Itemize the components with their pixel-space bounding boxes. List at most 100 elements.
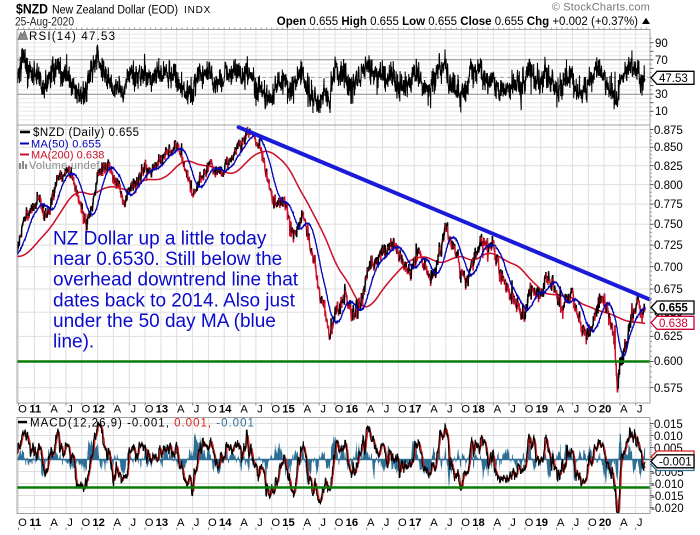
svg-text:J: J <box>131 404 137 416</box>
svg-text:J: J <box>447 404 453 416</box>
svg-text:A: A <box>367 404 375 416</box>
svg-text:O: O <box>461 404 470 416</box>
svg-text:-0.001: -0.001 <box>659 456 692 468</box>
svg-text:O: O <box>81 404 90 416</box>
svg-text:J: J <box>510 404 516 416</box>
svg-text:J: J <box>384 404 390 416</box>
svg-text:O: O <box>145 517 154 529</box>
svg-text:J: J <box>257 404 263 416</box>
svg-text:J: J <box>510 517 516 529</box>
svg-text:0.750: 0.750 <box>654 219 683 231</box>
svg-text:A: A <box>557 517 565 529</box>
svg-text:0.800: 0.800 <box>654 180 683 192</box>
svg-text:© StockCharts.com: © StockCharts.com <box>552 2 650 14</box>
svg-text:J: J <box>67 517 73 529</box>
svg-text:J: J <box>67 404 73 416</box>
svg-text:$NZD (Daily) 0.655: $NZD (Daily) 0.655 <box>33 127 140 139</box>
svg-text:13: 13 <box>156 404 168 416</box>
svg-text:line).: line). <box>53 332 94 353</box>
svg-text:J: J <box>320 404 326 416</box>
svg-text:16: 16 <box>346 404 358 416</box>
svg-text:J: J <box>257 517 263 529</box>
svg-text:47.53: 47.53 <box>659 73 688 85</box>
svg-text:RSI(14) 47.53: RSI(14) 47.53 <box>29 31 116 43</box>
svg-text:14: 14 <box>219 517 232 529</box>
svg-text:O: O <box>588 404 597 416</box>
svg-text:17: 17 <box>409 517 421 529</box>
svg-text:-0.010: -0.010 <box>651 479 684 491</box>
svg-text:J: J <box>447 517 453 529</box>
svg-text:$NZD: $NZD <box>16 2 48 17</box>
svg-text:A: A <box>430 517 438 529</box>
svg-text:J: J <box>637 404 643 416</box>
svg-text:0.625: 0.625 <box>654 331 683 343</box>
svg-text:A: A <box>240 517 248 529</box>
svg-text:O: O <box>18 517 27 529</box>
svg-text:J: J <box>637 517 643 529</box>
svg-text:0.850: 0.850 <box>654 142 683 154</box>
svg-text:Open 0.655 High 0.655 Low 0.65: Open 0.655 High 0.655 Low 0.655 Close 0.… <box>277 16 638 28</box>
svg-text:J: J <box>574 517 580 529</box>
svg-text:11: 11 <box>29 517 41 529</box>
svg-text:overhead downtrend line that: overhead downtrend line that <box>53 270 299 291</box>
svg-text:O: O <box>588 517 597 529</box>
svg-text:J: J <box>194 404 200 416</box>
svg-text:18: 18 <box>472 404 484 416</box>
svg-text:19: 19 <box>536 404 548 416</box>
svg-text:16: 16 <box>346 517 358 529</box>
svg-text:O: O <box>208 517 217 529</box>
svg-text:A: A <box>494 517 502 529</box>
svg-text:A: A <box>177 517 185 529</box>
svg-text:10: 10 <box>655 106 668 118</box>
svg-text:A: A <box>114 404 122 416</box>
svg-text:O: O <box>525 404 534 416</box>
svg-text:MACD(12,26,9) -0.001, 0.001, -: MACD(12,26,9) -0.001, 0.001, -0.001 <box>30 418 255 430</box>
svg-text:dates back to 2014. Also just: dates back to 2014. Also just <box>53 290 296 311</box>
svg-text:0.015: 0.015 <box>654 419 683 431</box>
svg-text:O: O <box>271 404 280 416</box>
svg-text:12: 12 <box>92 517 104 529</box>
svg-text:O: O <box>81 517 90 529</box>
svg-text:0.638: 0.638 <box>659 318 688 330</box>
svg-text:A: A <box>430 404 438 416</box>
svg-text:0.675: 0.675 <box>654 284 683 296</box>
svg-text:0.725: 0.725 <box>654 240 683 252</box>
svg-text:90: 90 <box>655 38 668 50</box>
svg-text:19: 19 <box>536 517 548 529</box>
svg-text:A: A <box>620 404 628 416</box>
svg-text:11: 11 <box>29 404 41 416</box>
svg-text:O: O <box>335 517 344 529</box>
svg-text:13: 13 <box>156 517 168 529</box>
svg-text:-0.015: -0.015 <box>651 491 684 503</box>
svg-text:O: O <box>145 404 154 416</box>
svg-text:J: J <box>320 517 326 529</box>
svg-text:O: O <box>335 404 344 416</box>
svg-text:70: 70 <box>655 55 668 67</box>
svg-text:-0.020: -0.020 <box>651 503 684 515</box>
svg-text:Volume undef: Volume undef <box>29 160 101 172</box>
svg-text:A: A <box>177 404 185 416</box>
svg-text:A: A <box>240 404 248 416</box>
svg-text:0.575: 0.575 <box>654 383 683 395</box>
svg-text:O: O <box>18 404 27 416</box>
svg-text:MA(200) 0.638: MA(200) 0.638 <box>31 150 104 162</box>
svg-text:O: O <box>398 404 407 416</box>
svg-text:J: J <box>194 517 200 529</box>
svg-text:NZ Dollar up a little today: NZ Dollar up a little today <box>53 229 267 250</box>
svg-text:A: A <box>494 404 502 416</box>
svg-text:A: A <box>304 404 312 416</box>
svg-text:O: O <box>208 404 217 416</box>
svg-text:O: O <box>461 517 470 529</box>
svg-text:15: 15 <box>282 404 294 416</box>
svg-text:20: 20 <box>599 404 611 416</box>
svg-text:A: A <box>50 517 58 529</box>
svg-text:A: A <box>620 517 628 529</box>
svg-text:17: 17 <box>409 404 421 416</box>
svg-text:15: 15 <box>282 517 294 529</box>
svg-text:14: 14 <box>219 404 232 416</box>
svg-text:J: J <box>131 517 137 529</box>
svg-text:0.655: 0.655 <box>659 303 688 315</box>
svg-text:O: O <box>525 517 534 529</box>
svg-text:0.010: 0.010 <box>654 431 683 443</box>
svg-text:O: O <box>398 517 407 529</box>
